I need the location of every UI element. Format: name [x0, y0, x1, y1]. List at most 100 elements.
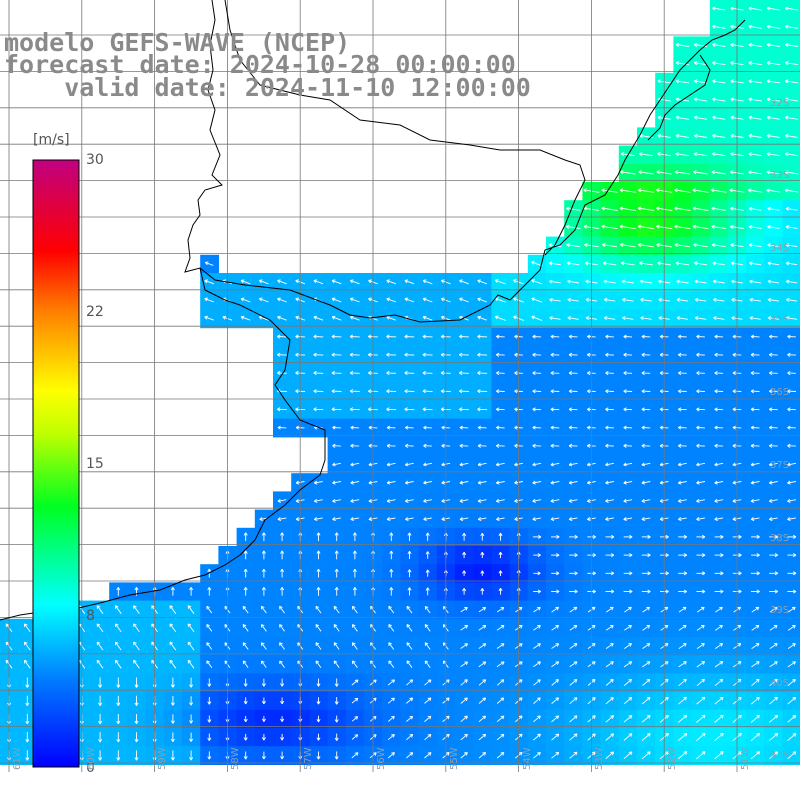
- wind-arrow: [331, 315, 342, 321]
- wind-arrow: [748, 79, 762, 84]
- wind-arrow: [567, 316, 579, 321]
- wind-arrow: [480, 532, 485, 541]
- wind-arrow: [313, 370, 324, 375]
- wind-arrow: [496, 625, 505, 631]
- lon-label: 57W: [303, 747, 314, 770]
- lat-label: 38S: [770, 533, 790, 544]
- wind-arrow: [714, 696, 724, 705]
- wind-arrow: [496, 517, 505, 522]
- wind-arrow: [605, 480, 614, 485]
- wind-arrow: [642, 606, 651, 613]
- wind-arrow: [641, 517, 651, 522]
- wind-arrow: [784, 152, 799, 157]
- lat-label: 37S: [770, 460, 790, 471]
- wind-arrow: [569, 553, 578, 558]
- wind-arrow: [98, 695, 103, 706]
- wind-arrow: [714, 389, 724, 394]
- wind-arrow: [550, 462, 560, 467]
- wind-arrow: [386, 334, 397, 339]
- wind-arrow: [787, 425, 796, 430]
- wind-arrow: [767, 279, 780, 284]
- wind-arrow: [623, 715, 633, 723]
- wind-arrow: [692, 206, 709, 211]
- wind-arrow: [675, 61, 689, 66]
- wind-speed-field: [0, 0, 800, 765]
- wind-arrow: [603, 297, 616, 302]
- wind-arrow: [460, 752, 468, 759]
- wind-arrow: [550, 443, 560, 448]
- wind-arrow: [569, 733, 578, 741]
- wind-arrow: [712, 261, 726, 266]
- wind-arrow: [96, 623, 104, 633]
- wind-arrow: [605, 462, 614, 467]
- wind-arrow: [478, 643, 487, 649]
- wind-arrow: [639, 261, 653, 266]
- wind-arrow: [566, 206, 581, 211]
- wind-arrow: [331, 279, 342, 285]
- wind-arrow: [189, 750, 194, 761]
- wind-arrow: [678, 606, 687, 613]
- wind-arrow: [407, 550, 412, 559]
- wind-arrow: [601, 188, 618, 193]
- wind-arrow: [116, 695, 121, 706]
- wind-arrow: [623, 697, 633, 705]
- wind-arrow: [674, 188, 691, 193]
- colorbar: [32, 159, 80, 768]
- wind-arrow: [766, 42, 780, 47]
- wind-arrow: [567, 261, 580, 266]
- wind-arrow: [550, 517, 560, 522]
- wind-arrow: [277, 517, 287, 522]
- wind-arrow: [404, 389, 415, 394]
- wind-arrow: [642, 624, 651, 631]
- wind-arrow: [405, 498, 414, 503]
- wind-arrow: [280, 697, 285, 705]
- wind-arrow: [331, 297, 342, 303]
- wind-arrow: [750, 751, 761, 760]
- wind-arrow: [480, 551, 485, 558]
- wind-arrow: [711, 170, 726, 175]
- wind-arrow: [350, 425, 360, 430]
- wind-arrow: [206, 660, 213, 668]
- wind-arrow: [711, 224, 727, 230]
- wind-arrow: [694, 115, 708, 120]
- wind-arrow: [459, 370, 469, 375]
- wind-arrow: [750, 443, 760, 448]
- wind-arrow: [623, 352, 633, 357]
- wind-arrow: [405, 443, 414, 448]
- wind-arrow: [114, 605, 122, 614]
- wind-arrow: [261, 550, 266, 560]
- wind-arrow: [386, 462, 396, 467]
- wind-arrow: [496, 389, 505, 394]
- wind-arrow: [712, 133, 726, 138]
- wind-arrow: [766, 170, 781, 175]
- wind-arrow: [533, 571, 541, 576]
- wind-arrow: [750, 407, 760, 412]
- wind-arrow: [605, 733, 615, 741]
- wind-arrow: [750, 352, 760, 357]
- wind-arrow: [694, 97, 708, 102]
- wind-arrow: [549, 316, 561, 321]
- wind-arrow: [605, 407, 614, 412]
- wind-arrow: [568, 425, 578, 430]
- wind-arrow: [313, 407, 324, 412]
- wind-arrow: [748, 206, 762, 211]
- wind-arrow: [751, 553, 760, 558]
- wind-arrow: [696, 714, 706, 723]
- wind-arrow: [678, 443, 687, 448]
- wind-arrow: [207, 678, 212, 687]
- wind-arrow: [23, 659, 31, 669]
- wind-arrow: [551, 643, 560, 649]
- wind-arrow: [569, 643, 578, 649]
- wind-arrow: [480, 570, 485, 576]
- lon-label: 53W: [594, 747, 605, 770]
- wind-arrow: [388, 642, 395, 650]
- wind-arrow: [334, 751, 339, 760]
- wind-arrow: [713, 297, 725, 302]
- wind-arrow: [260, 642, 267, 650]
- wind-arrow: [316, 715, 321, 723]
- wind-arrow: [334, 733, 339, 741]
- wind-arrow: [533, 733, 541, 741]
- lon-label: 58W: [230, 747, 241, 770]
- wind-arrow: [712, 79, 726, 84]
- wind-arrow: [498, 532, 503, 541]
